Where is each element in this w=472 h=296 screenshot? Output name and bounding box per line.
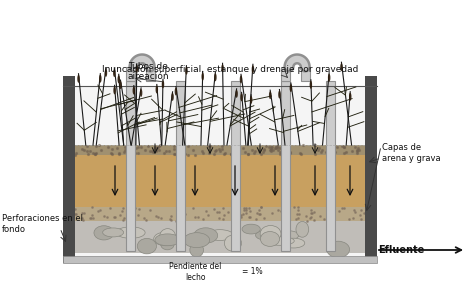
Ellipse shape: [160, 239, 174, 250]
Text: = 1%: = 1%: [242, 268, 262, 276]
Ellipse shape: [260, 226, 281, 242]
Bar: [75, 221, 365, 253]
Ellipse shape: [255, 230, 280, 240]
Ellipse shape: [113, 69, 116, 77]
Text: Efluente: Efluente: [378, 245, 424, 255]
Ellipse shape: [194, 228, 218, 243]
Ellipse shape: [99, 75, 101, 83]
Ellipse shape: [240, 93, 243, 101]
Ellipse shape: [250, 96, 253, 104]
Ellipse shape: [113, 86, 116, 94]
Ellipse shape: [328, 74, 330, 82]
Ellipse shape: [349, 93, 352, 101]
Ellipse shape: [269, 91, 271, 99]
Bar: [301, 67, 310, 81]
Ellipse shape: [207, 230, 233, 240]
Ellipse shape: [94, 226, 114, 240]
Ellipse shape: [252, 65, 254, 73]
Bar: [326, 81, 335, 251]
Bar: [75, 207, 365, 221]
Text: Perforaciones en el
fondo: Perforaciones en el fondo: [2, 214, 83, 234]
Ellipse shape: [160, 229, 176, 245]
Ellipse shape: [221, 64, 224, 72]
Ellipse shape: [327, 241, 350, 258]
Ellipse shape: [137, 238, 156, 254]
Bar: [63, 76, 75, 263]
Ellipse shape: [236, 90, 238, 98]
Ellipse shape: [240, 75, 242, 83]
Ellipse shape: [278, 91, 281, 99]
Ellipse shape: [190, 243, 203, 257]
Ellipse shape: [154, 232, 177, 246]
Ellipse shape: [340, 63, 343, 71]
Ellipse shape: [105, 69, 107, 77]
Bar: [75, 155, 365, 207]
Ellipse shape: [135, 65, 138, 73]
Ellipse shape: [282, 238, 305, 248]
Bar: [126, 67, 135, 81]
Ellipse shape: [116, 227, 145, 238]
Ellipse shape: [202, 73, 204, 81]
Ellipse shape: [119, 81, 122, 89]
Ellipse shape: [140, 89, 143, 97]
Text: Pendiente del
lecho: Pendiente del lecho: [169, 262, 221, 282]
Ellipse shape: [133, 86, 135, 94]
Bar: [75, 145, 365, 155]
Ellipse shape: [184, 233, 210, 248]
Ellipse shape: [185, 67, 188, 75]
Ellipse shape: [156, 86, 158, 94]
Ellipse shape: [155, 234, 180, 246]
Ellipse shape: [103, 228, 124, 237]
Ellipse shape: [214, 73, 217, 81]
Ellipse shape: [171, 93, 174, 101]
Ellipse shape: [118, 75, 120, 83]
Bar: [281, 81, 290, 251]
Bar: [63, 256, 377, 263]
Bar: [231, 81, 240, 251]
Text: Inuncación superficial, estanque y drenaje por gravedad: Inuncación superficial, estanque y drena…: [102, 65, 358, 74]
Ellipse shape: [224, 235, 242, 251]
Ellipse shape: [296, 221, 309, 237]
Bar: [176, 81, 185, 251]
Ellipse shape: [175, 88, 177, 96]
Ellipse shape: [266, 237, 294, 245]
Ellipse shape: [261, 231, 279, 246]
Bar: [365, 76, 377, 263]
Ellipse shape: [290, 84, 292, 92]
Bar: [126, 81, 135, 251]
Bar: [146, 67, 155, 81]
Ellipse shape: [310, 81, 312, 89]
Text: Capas de
arena y grava: Capas de arena y grava: [382, 143, 441, 163]
Ellipse shape: [162, 80, 164, 88]
Ellipse shape: [278, 231, 299, 240]
Bar: [75, 86, 365, 258]
Ellipse shape: [77, 75, 80, 83]
Text: Tubos de
aireación: Tubos de aireación: [127, 62, 169, 81]
Ellipse shape: [242, 224, 260, 234]
Bar: [281, 67, 290, 81]
